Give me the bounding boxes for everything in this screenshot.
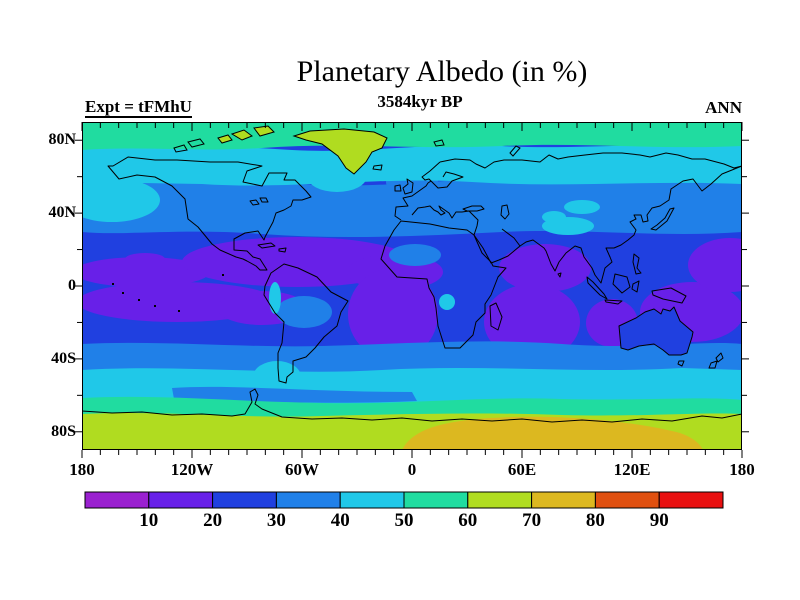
albedo-band-50-60-antarctic-strip (82, 396, 742, 421)
coast-scandinavia-baltic (421, 161, 464, 189)
coast-black-caspian-seas (462, 204, 510, 220)
colorbar-segment (275, 491, 341, 509)
coast-arabia (473, 228, 521, 264)
albedo-band-70-80-east-antarctica (402, 416, 703, 450)
coast-sri-lanka (557, 272, 562, 278)
coast-arctic-russia (439, 152, 742, 169)
colorbar-segment (531, 491, 596, 509)
colorbar-segment (339, 491, 405, 509)
coast-japan (650, 207, 675, 231)
coast-great-lakes (249, 197, 269, 206)
coast-west-europe (394, 180, 432, 221)
page-title: Planetary Albedo (in %) (296, 55, 588, 88)
albedo-band-30-40-south (82, 341, 742, 378)
colorbar-label: 50 (394, 510, 414, 531)
colorbar-label: 40 (330, 510, 350, 531)
coast-madagascar (489, 302, 503, 331)
coast-britain-ireland-iceland (372, 164, 414, 195)
plot-subtitle: 3584kyr BP (377, 92, 463, 111)
albedo-band-50-60-arctic (82, 122, 742, 150)
y-axis-label: 0 (68, 277, 76, 294)
coast-australia (618, 306, 694, 356)
x-axis-label: 60W (285, 460, 319, 479)
y-axis-label: 40N (48, 204, 76, 222)
coast-indonesia (586, 273, 640, 305)
colorbar-label: 10 (139, 510, 159, 531)
colorbar-segment (467, 491, 533, 509)
arctic-islands (173, 125, 521, 157)
colorbar-label: 30 (266, 510, 286, 531)
colorbar-segment (403, 491, 469, 509)
colorbar-segment (148, 491, 214, 509)
x-axis-label: 60E (507, 460, 537, 479)
season-label: ANN (705, 98, 742, 117)
colorbar-label: 90 (649, 510, 669, 531)
world-albedo-map (82, 122, 742, 450)
coast-africa (380, 220, 507, 349)
x-axis-label: 180 (729, 460, 755, 479)
x-axis-label: 120W (170, 460, 214, 479)
colorbar-segment (658, 491, 724, 509)
x-axis-label: 120E (613, 460, 651, 479)
coast-north-america (107, 156, 312, 271)
colorbar-segment (594, 491, 660, 509)
coast-east-south-asia (519, 165, 742, 284)
albedo-band-40-50-patches (82, 160, 600, 393)
pacific-island-specks (112, 274, 224, 312)
coast-philippines (632, 253, 642, 275)
coastlines (82, 152, 742, 423)
x-axis-label: 180 (69, 460, 95, 479)
colorbar-segment (84, 491, 150, 509)
coast-new-zealand-tasmania (677, 352, 724, 369)
coast-caribbean (257, 242, 287, 253)
y-axis-label: 80S (51, 422, 76, 440)
albedo-band-30-40-southern-stripe (172, 386, 417, 403)
colorbar-label: 70 (522, 510, 542, 531)
greenland-ice (292, 128, 388, 175)
y-axis-label: 40S (51, 349, 76, 367)
coast-mediterranean (411, 205, 479, 236)
colorbar-segment (212, 491, 277, 509)
coast-antarctica (82, 388, 742, 423)
x-axis-label: 0 (407, 460, 417, 479)
experiment-label: Expt = tFMhU (85, 97, 192, 118)
colorbar-label: 60 (458, 510, 478, 531)
albedo-band-40-50-north (82, 142, 742, 186)
coast-south-america (263, 263, 349, 384)
colorbar-label: 80 (585, 510, 605, 531)
colorbar-label: 20 (203, 510, 223, 531)
y-axis-label: 80N (48, 131, 76, 149)
coast-new-guinea (651, 287, 687, 304)
